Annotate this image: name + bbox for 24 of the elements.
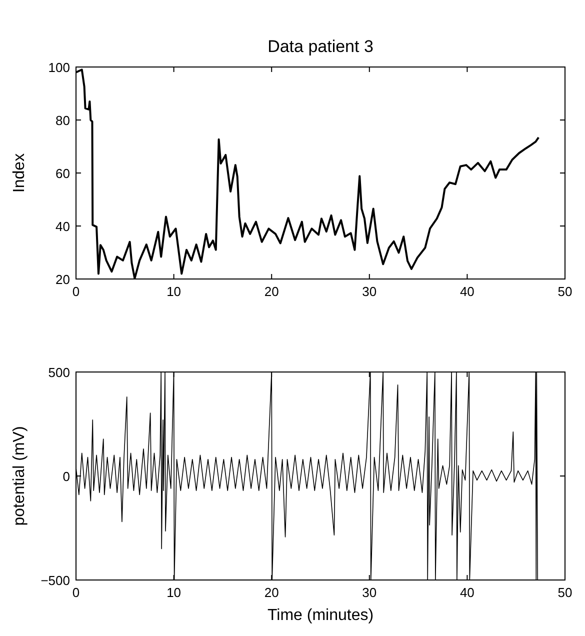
x-tick-label: 30 (362, 284, 377, 299)
y-tick-label: 100 (48, 60, 70, 75)
y-tick-label: −500 (40, 573, 70, 588)
y-tick-label: 40 (56, 219, 70, 234)
x-tick-label: 30 (362, 585, 377, 600)
x-tick-label: 10 (166, 284, 182, 299)
x-tick-label: 10 (166, 585, 182, 600)
x-axis-title: Time (minutes) (267, 607, 374, 624)
y-tick-label: 60 (56, 166, 70, 181)
y-tick-label: 80 (56, 113, 70, 128)
chart-title: Data patient 3 (268, 37, 374, 56)
y-tick-label: 0 (62, 469, 70, 484)
x-tick-label: 20 (264, 585, 279, 600)
x-tick-label: 40 (460, 284, 474, 299)
y-tick-label: 500 (48, 365, 70, 380)
x-tick-label: 0 (72, 585, 80, 600)
x-tick-label: 40 (460, 585, 474, 600)
x-tick-label: 20 (264, 284, 279, 299)
y-axis-title: potential (mV) (11, 426, 28, 526)
x-tick-label: 50 (558, 585, 572, 600)
y-tick-label: 20 (56, 272, 70, 287)
y-axis-title: Index (11, 153, 28, 193)
x-tick-label: 0 (72, 284, 80, 299)
x-tick-label: 50 (558, 284, 572, 299)
